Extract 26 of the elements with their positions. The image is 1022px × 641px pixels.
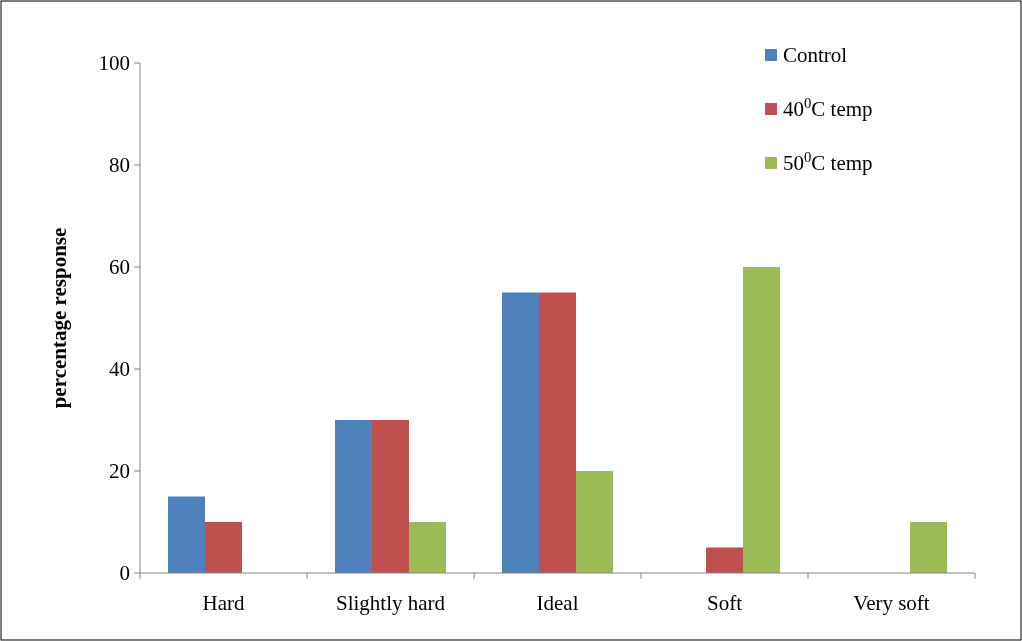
- legend-label: 40$^{0}$C temp: [783, 95, 873, 122]
- x-tick-label: Slightly hard: [335, 591, 446, 615]
- x-tick-label: Soft: [706, 591, 743, 615]
- legend-label: Control: [783, 43, 848, 68]
- y-tick-label: 100: [98, 51, 130, 76]
- x-tick-label: Ideal: [536, 591, 579, 615]
- y-tick-label: 80: [109, 153, 130, 178]
- bar: [409, 522, 446, 573]
- bar: [168, 496, 205, 573]
- bar: [576, 471, 613, 573]
- y-tick-label: 60: [109, 255, 130, 280]
- bar: [706, 547, 743, 573]
- bar: [372, 420, 409, 573]
- y-tick-label: 0: [119, 561, 130, 586]
- bar: [910, 522, 947, 573]
- bar: [205, 522, 242, 573]
- y-axis-title: percentage response: [47, 227, 71, 409]
- y-tick-label: 40: [109, 357, 130, 382]
- bar: [743, 267, 780, 573]
- y-tick-label: 20: [109, 459, 130, 484]
- x-tick-label: Very soft: [853, 591, 930, 615]
- legend-label: 50$^{0}$C temp: [783, 149, 873, 176]
- bar: [502, 292, 539, 573]
- x-tick-label: Hard: [202, 591, 245, 615]
- bar: [539, 292, 576, 573]
- bar: [335, 420, 372, 573]
